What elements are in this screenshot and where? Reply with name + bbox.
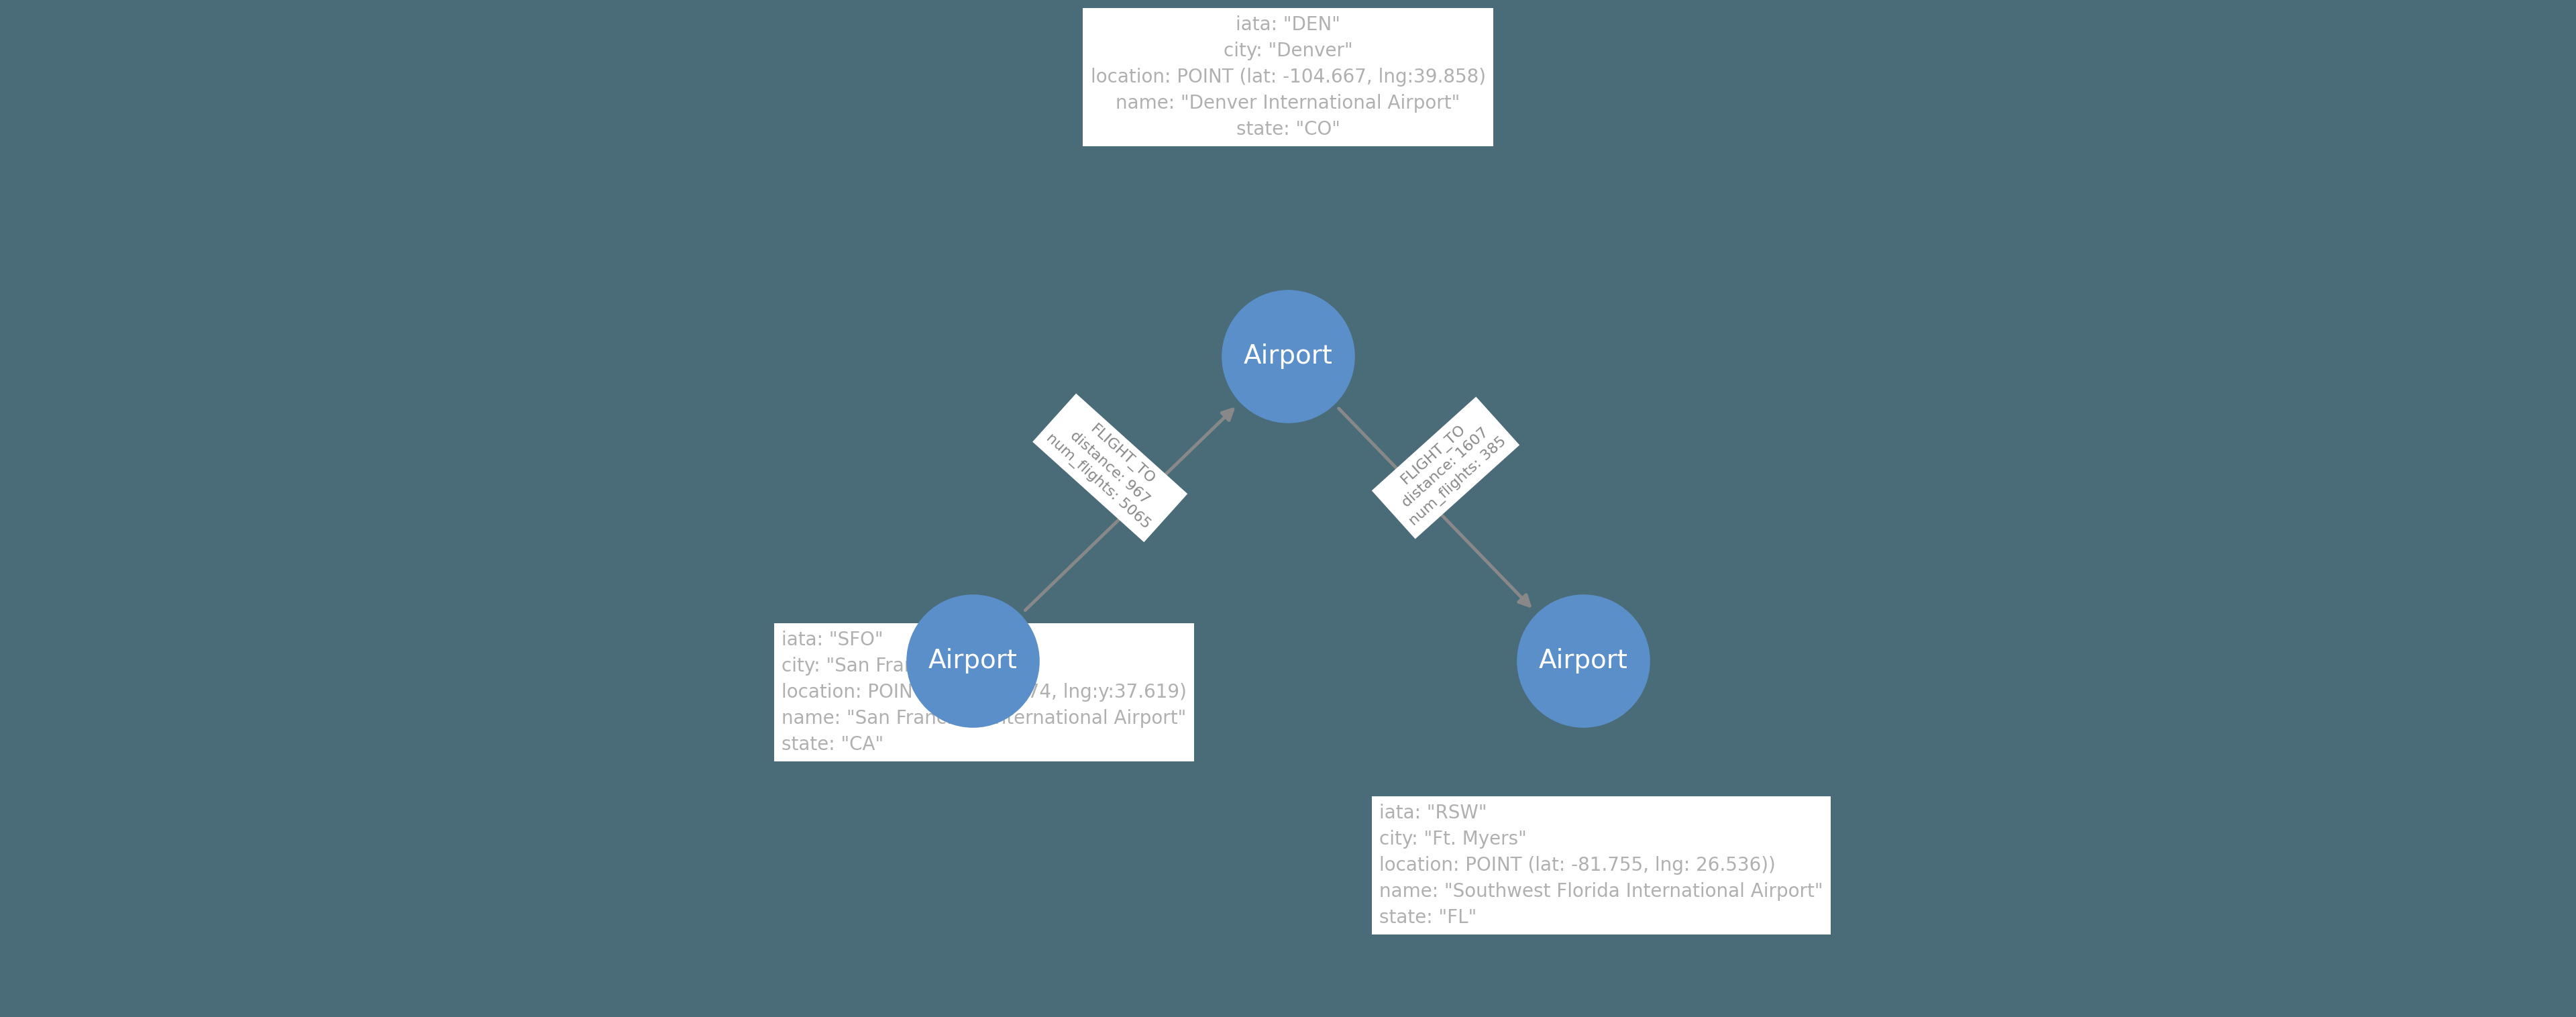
Text: FLIGHT_TO
distance: 1607
num_flights: 385: FLIGHT_TO distance: 1607 num_flights: 38…	[1383, 407, 1510, 529]
Point	[953, 653, 994, 669]
Text: Airport: Airport	[1244, 343, 1332, 369]
Point	[1561, 653, 1602, 669]
Text: Airport: Airport	[1538, 648, 1628, 674]
Text: iata: "RSW"
city: "Ft. Myers"
location: POINT (lat: -81.755, lng: 26.536))
name:: iata: "RSW" city: "Ft. Myers" location: …	[1381, 803, 1824, 926]
Text: FLIGHT_TO
distance: 967
num_flights: 5065: FLIGHT_TO distance: 967 num_flights: 506…	[1043, 404, 1177, 532]
Text: iata: "DEN"
city: "Denver"
location: POINT (lat: -104.667, lng:39.858)
name: "De: iata: "DEN" city: "Denver" location: POI…	[1090, 15, 1486, 138]
Point	[1267, 348, 1309, 364]
Text: iata: "SFO"
city: "San Francisco"
location: POINT (lat:-122.374, lng:y:37.619)
n: iata: "SFO" city: "San Francisco" locati…	[781, 631, 1188, 754]
Text: Airport: Airport	[927, 648, 1018, 674]
